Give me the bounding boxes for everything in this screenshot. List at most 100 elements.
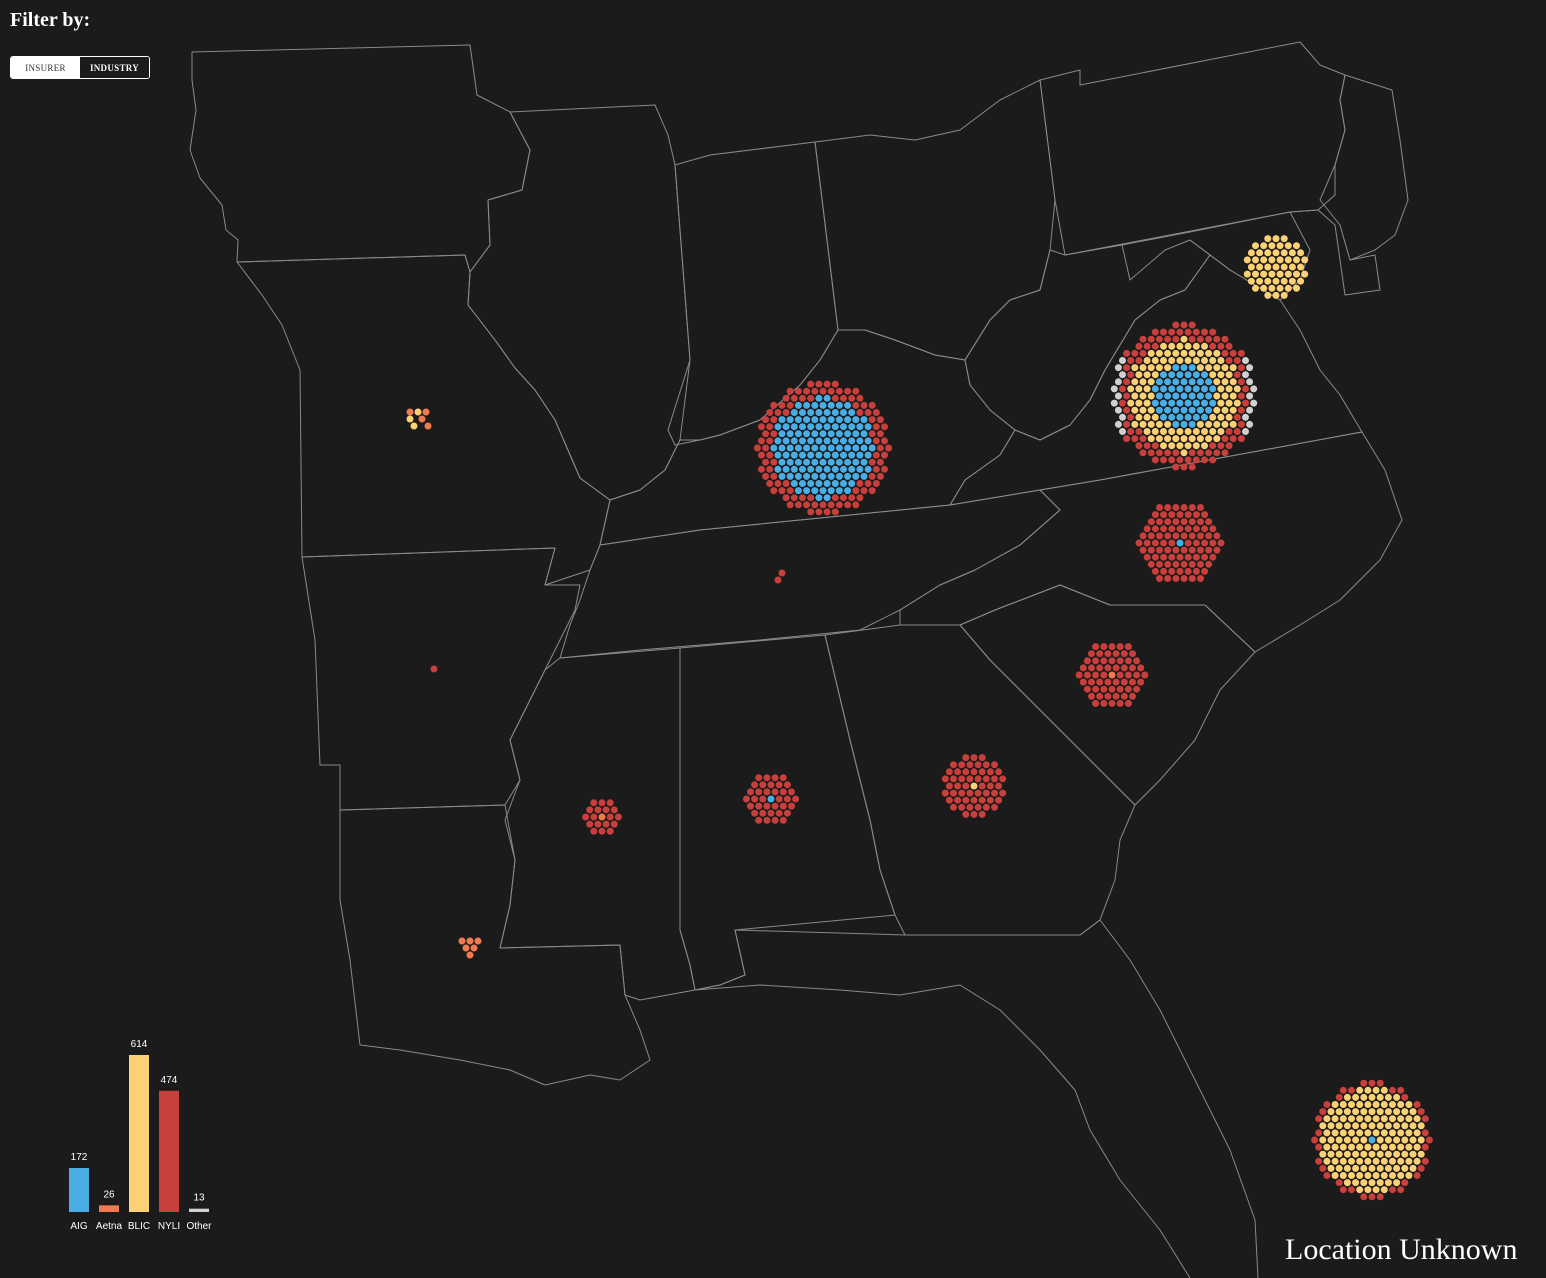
dot <box>406 408 414 416</box>
dot <box>790 423 798 431</box>
cluster-georgia[interactable] <box>941 754 1007 818</box>
dot <box>1201 328 1208 336</box>
dot <box>954 796 962 804</box>
dot <box>1276 242 1284 250</box>
cluster-south-carolina[interactable] <box>1075 643 1149 707</box>
dot <box>1133 685 1141 693</box>
dot <box>1164 546 1172 554</box>
cluster-tennessee[interactable] <box>774 569 786 584</box>
dot <box>759 809 767 817</box>
dot <box>755 788 763 796</box>
dot <box>1143 428 1151 435</box>
dot <box>1123 392 1131 400</box>
dot <box>1172 335 1180 343</box>
dot <box>786 487 794 495</box>
insurer-filter-button[interactable]: INSURER <box>11 57 80 78</box>
dot <box>811 401 819 409</box>
bar-aetna[interactable] <box>99 1205 119 1212</box>
cluster-alabama[interactable] <box>742 774 800 824</box>
cluster-location-unknown[interactable] <box>1311 1079 1433 1201</box>
dot <box>1339 1086 1347 1094</box>
dot <box>1192 511 1200 519</box>
dot <box>823 394 831 402</box>
dot <box>1160 371 1167 379</box>
dot <box>1229 420 1237 428</box>
cluster-missouri[interactable] <box>406 408 432 430</box>
dot <box>1164 378 1172 386</box>
bar-nyli[interactable] <box>159 1090 179 1212</box>
dot <box>1413 1115 1421 1123</box>
bar-blic[interactable] <box>129 1055 149 1212</box>
dot <box>1131 349 1139 357</box>
dot <box>1421 1143 1429 1151</box>
dot <box>1384 1093 1392 1101</box>
bar-other[interactable] <box>189 1208 209 1212</box>
dot <box>1143 385 1151 393</box>
dot <box>852 472 860 480</box>
dot <box>856 451 864 459</box>
dot <box>606 799 614 807</box>
dot <box>872 451 880 459</box>
bar-aig[interactable] <box>69 1168 89 1212</box>
dot <box>1100 685 1108 693</box>
dot <box>778 416 786 424</box>
filter-toggle[interactable]: INSURER INDUSTRY <box>10 56 150 79</box>
dot <box>860 487 868 495</box>
dot <box>831 423 839 431</box>
dot <box>1272 291 1280 299</box>
dot <box>1197 560 1204 568</box>
dot <box>1393 1108 1401 1116</box>
cluster-arkansas[interactable] <box>430 665 438 673</box>
dot <box>1119 399 1126 407</box>
dot <box>864 437 872 445</box>
dot <box>1376 1193 1384 1201</box>
dot <box>840 437 847 445</box>
bar-label-other: Other <box>186 1221 212 1232</box>
dot <box>881 451 888 459</box>
dot <box>1213 532 1221 540</box>
dot <box>1176 357 1184 364</box>
dot <box>1301 270 1309 278</box>
dot <box>1133 671 1141 679</box>
dot <box>779 802 787 810</box>
dot <box>958 775 966 783</box>
dot <box>1151 428 1159 435</box>
dot <box>1172 378 1180 386</box>
dot <box>1209 525 1217 533</box>
dot <box>766 465 774 473</box>
dot <box>819 444 827 452</box>
cluster-louisiana[interactable] <box>458 937 482 959</box>
dot <box>827 501 835 509</box>
dot <box>1151 525 1159 533</box>
dot <box>852 387 860 395</box>
dot <box>856 494 864 502</box>
dot <box>823 380 831 388</box>
dot <box>823 494 831 502</box>
cluster-maryland[interactable] <box>1243 235 1309 299</box>
dot <box>1192 428 1200 435</box>
dot <box>807 423 815 431</box>
cluster-mississippi[interactable] <box>582 799 622 835</box>
dot <box>844 472 852 480</box>
cluster-kentucky[interactable] <box>753 380 893 516</box>
dot <box>1372 1101 1380 1108</box>
dot <box>807 480 815 487</box>
dot <box>876 444 884 452</box>
industry-filter-button[interactable]: INDUSTRY <box>80 57 149 78</box>
dot <box>1131 420 1139 428</box>
dot <box>1201 342 1208 350</box>
dot <box>1297 263 1305 271</box>
dot <box>856 423 864 431</box>
cluster-virginia[interactable] <box>1110 321 1258 471</box>
cluster-north-carolina[interactable] <box>1135 504 1225 582</box>
dot <box>786 458 794 466</box>
dot <box>1421 1129 1429 1137</box>
dot <box>794 444 802 452</box>
dot <box>1372 1143 1380 1151</box>
dot <box>775 781 783 789</box>
dot <box>1164 560 1172 568</box>
dot <box>1180 392 1188 400</box>
dot <box>1192 525 1200 533</box>
dot <box>759 781 767 789</box>
